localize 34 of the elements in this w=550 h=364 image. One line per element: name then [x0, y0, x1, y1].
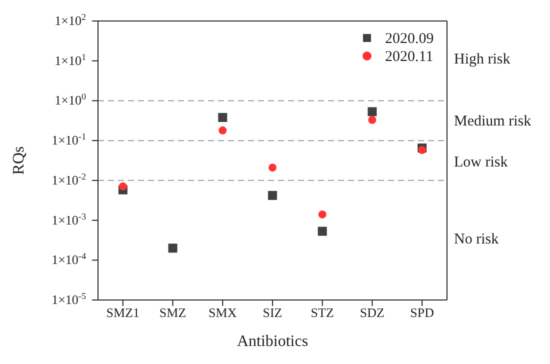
x-tick-label: SMZ	[159, 305, 186, 320]
point	[368, 107, 377, 116]
point	[418, 146, 426, 154]
y-tick-label: 1×10$^{1}$	[54, 52, 86, 68]
x-tick-label: STZ	[310, 305, 334, 320]
point	[168, 244, 178, 253]
y-tick-label: 1×10$^{-4}$	[52, 251, 86, 268]
y-tick-label: 1×10$^{-2}$	[52, 171, 86, 188]
text: Medium risk	[454, 113, 532, 130]
legend-label: 2020.11	[385, 49, 434, 65]
text: High risk	[454, 51, 511, 68]
y-tick-label: 1×10$^{-5}$	[52, 291, 86, 307]
point	[218, 112, 228, 122]
point	[118, 182, 127, 190]
x-tick-label: SPD	[410, 305, 434, 320]
point	[268, 164, 276, 172]
text: Low risk	[454, 154, 508, 170]
y-tick-label: 1×10$^{-3}$	[52, 211, 86, 228]
y-axis-title: RQs	[10, 146, 28, 175]
x-axis-title: Antibiotics	[236, 333, 308, 350]
y-tick-label: 1×10$^{2}$	[54, 12, 86, 28]
text: No risk	[454, 231, 500, 248]
point	[268, 190, 277, 200]
x-tick-label: SIZ	[262, 305, 282, 320]
x-tick-label: SDZ	[360, 305, 385, 320]
x-tick-label: SMX	[208, 305, 238, 320]
y-tick-label: 1×10$^{0}$	[54, 92, 86, 108]
legend-label: 2020.09	[385, 31, 434, 47]
point	[318, 226, 327, 236]
point	[368, 116, 376, 124]
y-tick-label: 1×10$^{-1}$	[52, 132, 86, 148]
x-tick-label: SMZ1	[106, 305, 140, 320]
point	[218, 126, 227, 134]
point	[318, 210, 326, 218]
